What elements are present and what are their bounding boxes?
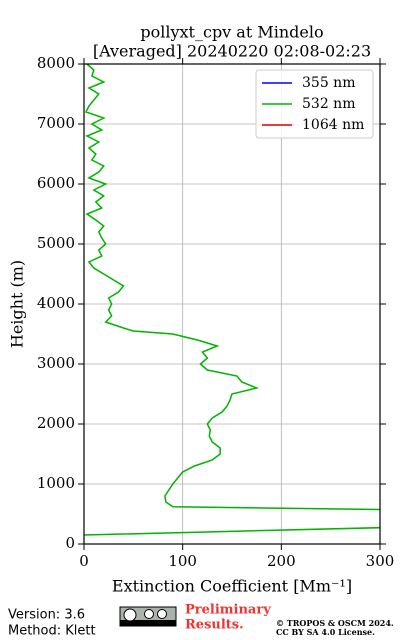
method: Method: Klett xyxy=(8,624,96,639)
copyright: CC BY SA 4.0 License. xyxy=(276,627,375,637)
y-tick-label: 2000 xyxy=(37,414,75,432)
plot-lines xyxy=(84,64,380,536)
plot-frame xyxy=(83,63,381,545)
x-tick-label: 0 xyxy=(79,552,89,570)
y-tick-label: 0 xyxy=(65,534,75,552)
chart-subtitle: [Averaged] 20240220 02:08-02:23 xyxy=(93,42,371,61)
copyright: © TROPOS & OSCM 2024. xyxy=(276,618,394,628)
chart-title: pollyxt_cpv at Mindelo xyxy=(140,23,323,42)
y-tick-label: 3000 xyxy=(37,354,75,372)
legend-label: 532 nm xyxy=(302,96,355,112)
legend-label: 355 nm xyxy=(302,75,355,91)
x-tick-label: 100 xyxy=(168,552,197,570)
version: Version: 3.6 xyxy=(8,608,85,623)
x-tick-label: 300 xyxy=(366,552,395,570)
y-tick-label: 6000 xyxy=(37,174,75,192)
preliminary: Results. xyxy=(185,618,244,633)
y-tick-label: 4000 xyxy=(37,294,75,312)
x-tick-label: 200 xyxy=(267,552,296,570)
y-tick-label: 8000 xyxy=(37,54,75,72)
y-tick-label: 7000 xyxy=(37,114,75,132)
x-axis-label: Extinction Coefficient [Mm⁻¹] xyxy=(112,577,352,596)
y-axis-label: Height (m) xyxy=(8,260,27,348)
cc-badge xyxy=(119,606,177,627)
legend-box xyxy=(255,69,374,139)
preliminary: Preliminary xyxy=(185,603,271,618)
y-tick-label: 5000 xyxy=(37,234,75,252)
y-tick-label: 1000 xyxy=(37,474,75,492)
profile-line xyxy=(84,64,380,536)
legend-label: 1064 nm xyxy=(302,117,364,133)
legend: 355 nm 532 nm 1064 nm xyxy=(255,69,374,139)
